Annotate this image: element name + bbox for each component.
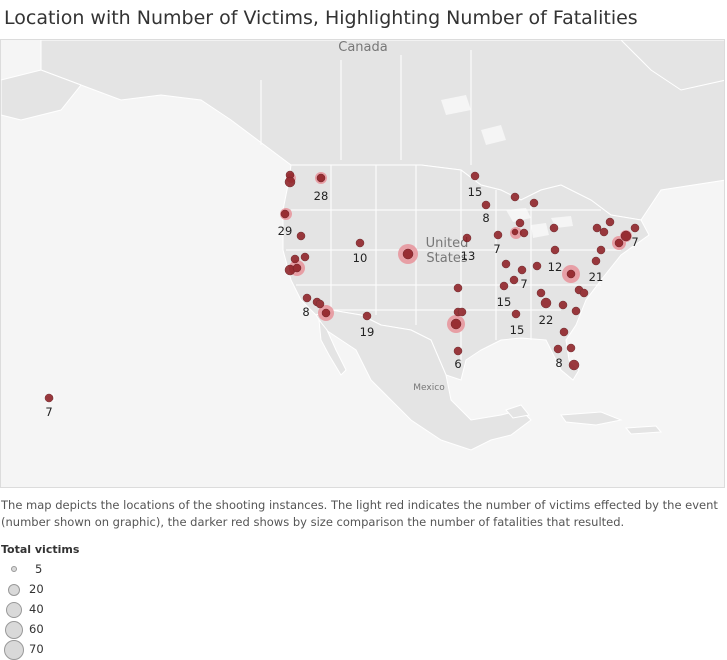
victim-label: 15 — [510, 323, 525, 337]
legend-circle — [11, 566, 17, 572]
state-borders — [260, 50, 621, 360]
legend-item: 70 — [1, 640, 201, 660]
victim-labels: 28 15 8 29 13 7 10 7 12 7 21 7 15 22 15 … — [45, 185, 638, 419]
map-description: The map depicts the locations of the sho… — [1, 498, 718, 529]
chart-title: Location with Number of Victims, Highlig… — [4, 7, 638, 29]
legend-circle — [8, 584, 20, 596]
victim-label: 7 — [631, 235, 638, 249]
map[interactable]: Canada United States Mexico — [0, 39, 725, 488]
country-label-canada: Canada — [338, 40, 387, 55]
legend-title: Total victims — [1, 543, 80, 556]
legend-item: 5 — [1, 560, 201, 580]
victim-label: 19 — [360, 325, 375, 339]
victim-label: 7 — [45, 405, 52, 419]
legend-label: 40 — [29, 602, 44, 616]
size-legend: Total victims 5 20 40 60 70 — [1, 543, 201, 660]
victim-label: 21 — [589, 270, 604, 284]
legend-label: 60 — [29, 622, 44, 636]
country-label-mexico: Mexico — [413, 383, 445, 393]
victim-label: 29 — [278, 224, 293, 238]
legend-item: 60 — [1, 620, 201, 640]
victim-label: 6 — [454, 357, 461, 371]
fatality-circles — [44, 170, 640, 403]
lakes — [441, 95, 573, 238]
legend-circle — [4, 640, 24, 660]
legend-item: 20 — [1, 580, 201, 600]
victim-label: 15 — [468, 185, 483, 199]
victim-label: 8 — [302, 305, 309, 319]
victim-label: 7 — [520, 277, 527, 291]
victim-label: 28 — [314, 189, 329, 203]
country-label-states: States — [426, 251, 467, 266]
country-label-united: United — [426, 236, 469, 251]
legend-label: 5 — [35, 562, 43, 576]
legend-item: 40 — [1, 600, 201, 620]
victim-label: 10 — [353, 251, 368, 265]
victim-label: 13 — [461, 249, 476, 263]
map-canvas[interactable]: Canada United States Mexico — [1, 40, 725, 488]
legend-label: 20 — [29, 582, 44, 596]
legend-circle — [5, 621, 23, 639]
legend-circle — [6, 602, 22, 618]
victim-label: 12 — [548, 260, 563, 274]
victim-label: 7 — [493, 242, 500, 256]
victim-label: 8 — [482, 211, 489, 225]
legend-label: 70 — [29, 642, 44, 656]
victim-label: 22 — [539, 313, 554, 327]
victim-label: 8 — [555, 356, 562, 370]
victim-label: 15 — [497, 295, 512, 309]
